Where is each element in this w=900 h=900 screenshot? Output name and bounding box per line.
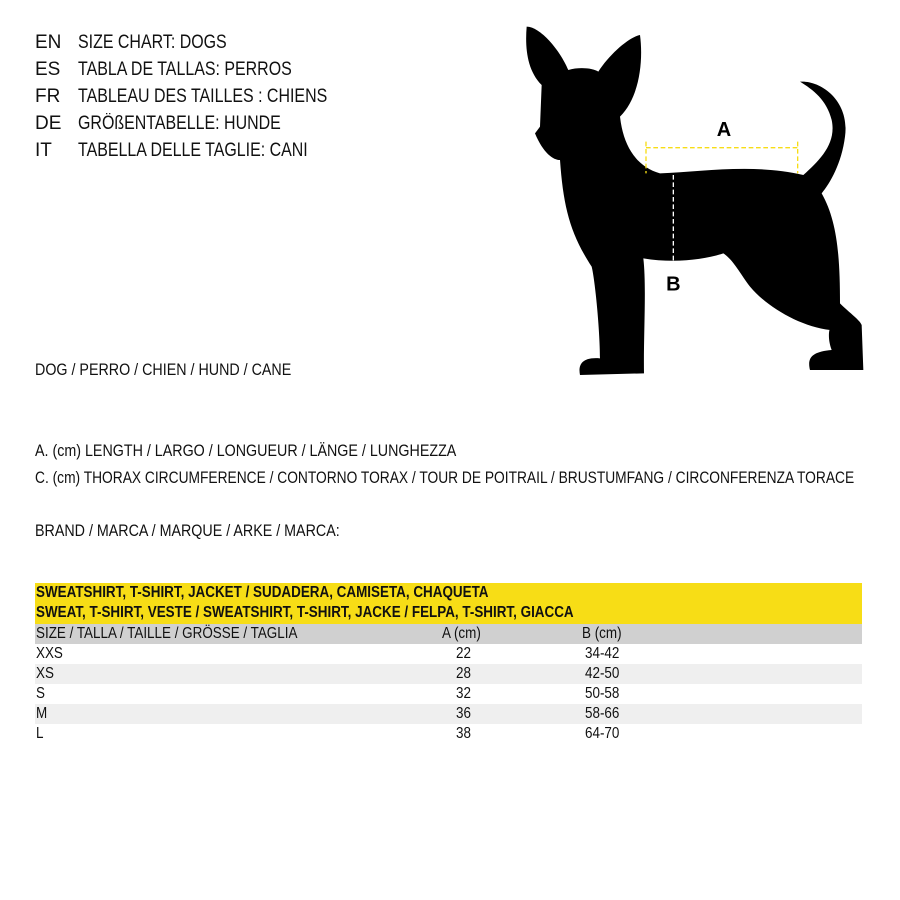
legend-c: C. (cm) THORAX CIRCUMFERENCE / CONTORNO … [35,468,855,487]
table-title: SWEATSHIRT, T-SHIRT, JACKET / SUDADERA, … [35,583,862,624]
cell-a: 38 [456,725,471,742]
label-b: B [666,274,680,296]
title-en: SIZE CHART: DOGS [78,32,227,53]
table-row: L 38 64-70 [35,724,862,744]
brand-line: BRAND / MARCA / MARQUE / ARKE / MARCA: [35,521,340,540]
cell-size: M [36,705,48,722]
cell-size: XXS [36,645,63,662]
title-it: TABELLA DELLE TAGLIE: CANI [78,140,308,161]
table-row: M 36 58-66 [35,704,862,724]
cell-size: XS [36,665,54,682]
dog-silhouette [526,26,864,376]
cell-b: 58-66 [585,705,620,722]
lang-code-de: DE [35,113,62,134]
lang-code-it: IT [35,140,52,161]
cell-b: 34-42 [585,645,620,662]
cell-a: 32 [456,685,471,702]
title-es: TABLA DE TALLAS: PERROS [78,59,292,80]
title-fr: TABLEAU DES TAILLES : CHIENS [78,86,328,107]
table-row: XXS 22 34-42 [35,644,862,664]
cell-a: 22 [456,645,471,662]
table-title-line1: SWEATSHIRT, T-SHIRT, JACKET / SUDADERA, … [36,584,489,601]
table-title-line2: SWEAT, T-SHIRT, VESTE / SWEATSHIRT, T-SH… [36,604,574,621]
table-row: XS 28 42-50 [35,664,862,684]
table-row: S 32 50-58 [35,684,862,704]
cell-a: 36 [456,705,471,722]
header-a: A (cm) [442,625,481,642]
legend-a: A. (cm) LENGTH / LARGO / LONGUEUR / LÄNG… [35,441,457,460]
cell-b: 64-70 [585,725,620,742]
size-table: SWEATSHIRT, T-SHIRT, JACKET / SUDADERA, … [35,583,862,744]
cell-size: L [36,725,44,742]
animal-line: DOG / PERRO / CHIEN / HUND / CANE [35,360,292,379]
title-de: GRÖßENTABELLE: HUNDE [78,113,281,134]
measure-a-line [645,141,799,174]
cell-b: 50-58 [585,685,620,702]
cell-size: S [36,685,45,702]
header-b: B (cm) [582,625,622,642]
header-size: SIZE / TALLA / TAILLE / GRÖSSE / TAGLIA [36,625,298,642]
cell-b: 42-50 [585,665,620,682]
cell-a: 28 [456,665,471,682]
table-header: SIZE / TALLA / TAILLE / GRÖSSE / TAGLIA … [35,624,862,644]
dog-silhouette-diagram: A B [526,26,864,376]
lang-code-en: EN [35,32,62,53]
label-a: A [717,119,731,141]
lang-code-fr: FR [35,86,61,107]
lang-code-es: ES [35,59,61,80]
